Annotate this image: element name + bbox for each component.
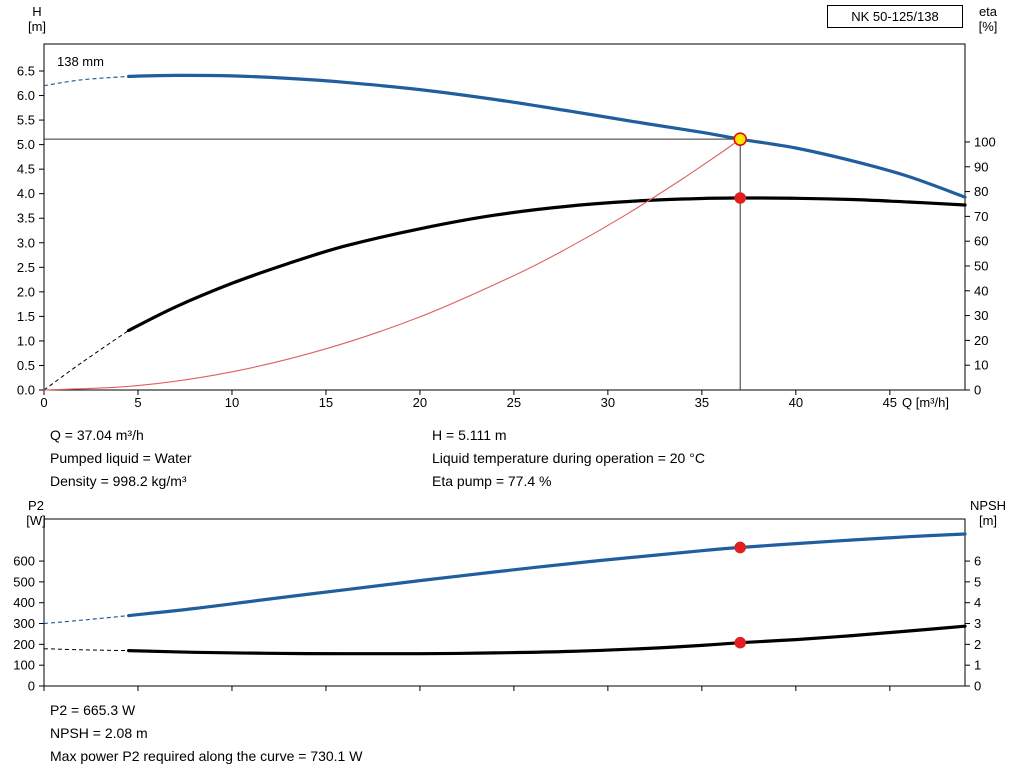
plot-frame — [43, 518, 966, 687]
right-tick-label: 5 — [974, 574, 981, 589]
right-tick-label: 0 — [974, 679, 981, 694]
x-tick-label: 40 — [789, 395, 803, 410]
left-tick-label: 5.5 — [17, 113, 35, 128]
left-tick-label: 3.5 — [17, 211, 35, 226]
result-npsh: NPSH = 2.08 m — [50, 725, 148, 741]
x-tick-label: 15 — [319, 395, 333, 410]
npsh-curve-extension — [43, 648, 129, 652]
right-axis-title: NPSH — [970, 498, 1006, 513]
p2-curve-extension — [43, 615, 129, 625]
left-tick-label: 2.5 — [17, 260, 35, 275]
qh-eta-chart[interactable]: 0.0 0.5 1.0 1.5 2.0 2.5 3.0 3.5 4.0 4.5 5.0 5.5 6.0 6… — [0, 0, 1024, 420]
result-eta: Eta pump = 77.4 % — [432, 473, 552, 489]
right-tick-label: 30 — [974, 308, 988, 323]
left-tick-label: 6.5 — [17, 63, 35, 78]
left-tick-label: 1.0 — [17, 333, 35, 348]
system-curve — [43, 138, 741, 391]
right-tick-label: 2 — [974, 637, 981, 652]
p2-point-marker — [734, 541, 747, 554]
left-tick-label: 2.0 — [17, 284, 35, 299]
left-tick-label: 0 — [28, 679, 35, 694]
left-tick-label: 300 — [13, 616, 35, 631]
x-tick-label: 5 — [134, 395, 141, 410]
left-axis-title: H — [32, 4, 41, 19]
right-tick-label: 50 — [974, 258, 988, 273]
result-head: H = 5.111 m — [432, 427, 507, 443]
left-tick-label: 1.5 — [17, 309, 35, 324]
left-axis-title: P2 — [28, 498, 44, 513]
left-tick-label: 200 — [13, 637, 35, 652]
left-tick-label: 400 — [13, 595, 35, 610]
right-tick-label: 0 — [974, 383, 981, 398]
result-flow: Q = 37.04 m³/h — [50, 427, 144, 443]
npsh-point-marker — [734, 636, 747, 649]
right-tick-label: 100 — [974, 134, 996, 149]
efficiency-curve-extension — [43, 330, 129, 391]
result-max-power: Max power P2 required along the curve = … — [50, 748, 363, 764]
left-tick-label: 500 — [13, 574, 35, 589]
left-tick-label: 5.0 — [17, 137, 35, 152]
efficiency-point-marker — [734, 192, 747, 204]
right-axis-unit: [m] — [979, 513, 997, 528]
duty-point-marker[interactable] — [733, 132, 748, 146]
result-density: Density = 998.2 kg/m³ — [50, 473, 187, 489]
left-tick-label: 6.0 — [17, 88, 35, 103]
plot-frame — [43, 43, 966, 391]
x-tick-label: 10 — [225, 395, 239, 410]
x-tick-label: 25 — [507, 395, 521, 410]
efficiency-curve — [127, 196, 967, 333]
npsh-curve — [127, 624, 967, 656]
left-axis-unit: [m] — [28, 19, 46, 34]
left-tick-label: 4.5 — [17, 162, 35, 177]
head-curve-extension — [43, 75, 129, 87]
right-tick-label: 1 — [974, 658, 981, 673]
x-tick-label: 45 — [883, 395, 897, 410]
x-tick-label: 0 — [40, 395, 47, 410]
right-tick-label: 3 — [974, 616, 981, 631]
duty-results-top: Q = 37.04 m³/h H = 5.111 m Pumped liquid… — [50, 424, 1014, 493]
x-tick-label: 30 — [601, 395, 615, 410]
left-tick-label: 3.0 — [17, 235, 35, 250]
result-temperature: Liquid temperature during operation = 20… — [432, 450, 705, 466]
left-tick-label: 600 — [13, 554, 35, 569]
x-axis-title: Q [m³/h] — [902, 395, 949, 410]
right-tick-label: 10 — [974, 358, 988, 373]
right-tick-label: 40 — [974, 283, 988, 298]
right-tick-label: 4 — [974, 595, 981, 610]
left-tick-label: 0.5 — [17, 358, 35, 373]
right-tick-label: 20 — [974, 333, 988, 348]
head-curve — [127, 73, 967, 199]
left-tick-label: 4.0 — [17, 186, 35, 201]
impeller-diameter-label: 138 mm — [57, 54, 104, 69]
right-axis-unit: [%] — [979, 19, 998, 34]
x-tick-label: 35 — [695, 395, 709, 410]
right-axis-title: eta — [979, 4, 998, 19]
right-tick-label: 60 — [974, 234, 988, 249]
right-tick-label: 70 — [974, 209, 988, 224]
right-tick-label: 6 — [974, 554, 981, 569]
x-tick-label: 20 — [413, 395, 427, 410]
right-tick-label: 80 — [974, 184, 988, 199]
right-tick-label: 90 — [974, 159, 988, 174]
duty-results-bottom: P2 = 665.3 W NPSH = 2.08 m Max power P2 … — [50, 699, 362, 768]
result-liquid: Pumped liquid = Water — [50, 450, 192, 466]
left-tick-label: 100 — [13, 658, 35, 673]
p2-npsh-chart[interactable]: 0 100 200 300 400 500 600 0 1 2 3 4 5 6 P2[W] NPSH[m] — [0, 495, 1024, 695]
left-axis-unit: [W] — [26, 513, 46, 528]
pump-type-label: NK 50-125/138 — [827, 5, 963, 28]
result-p2: P2 = 665.3 W — [50, 702, 136, 718]
p2-curve — [127, 532, 967, 618]
left-tick-label: 0.0 — [17, 383, 35, 398]
